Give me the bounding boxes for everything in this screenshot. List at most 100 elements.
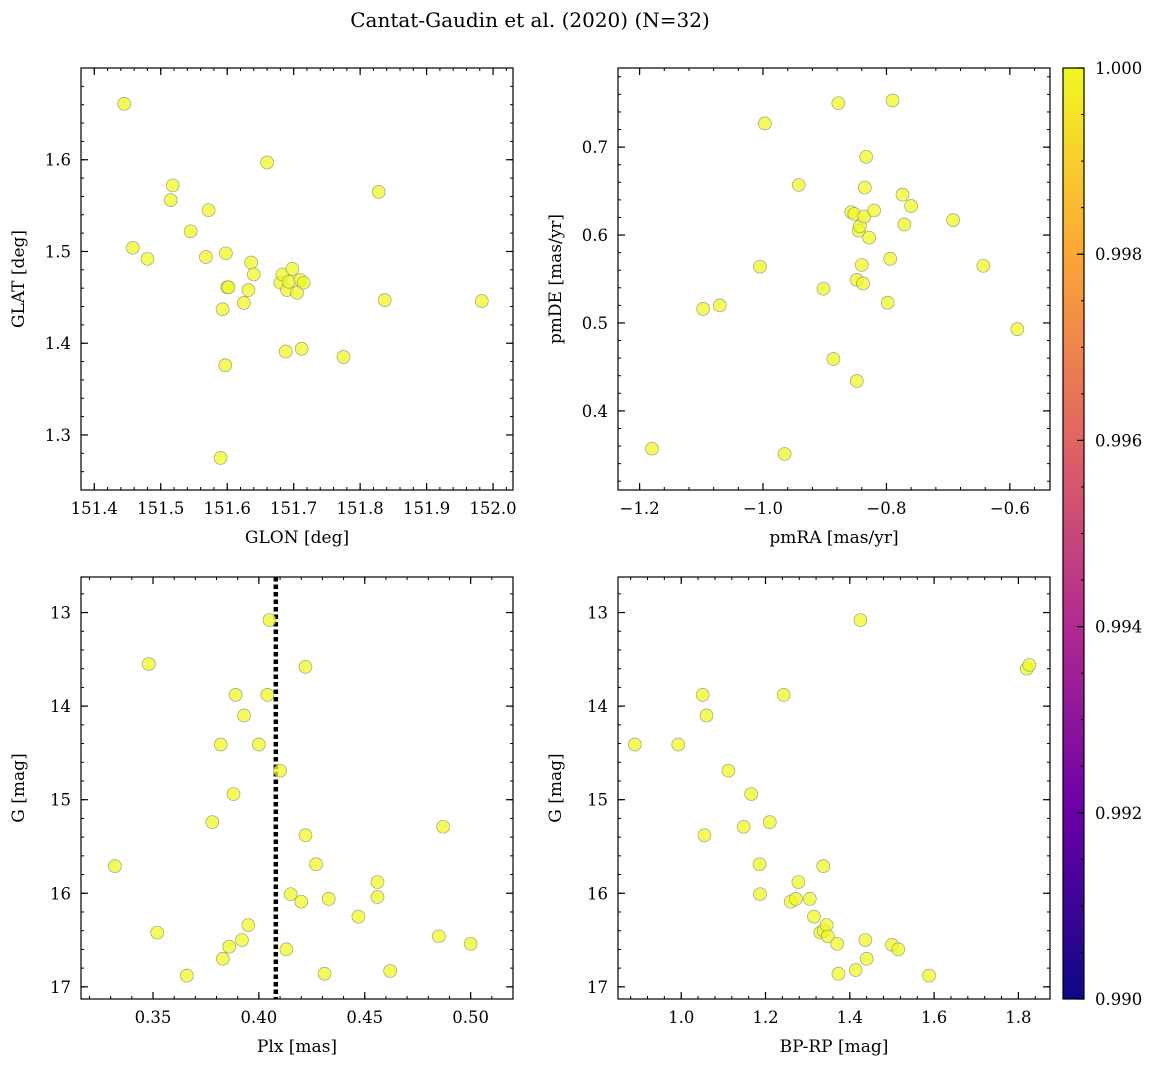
y-tick-label: 13 [50,604,71,623]
scatter-point [830,936,845,951]
axes-frame [80,576,514,1000]
scatter-point [278,344,293,359]
scatter-point [463,936,478,951]
x-tick-label: 1.4 [837,1008,863,1027]
scatter-point [180,968,194,983]
y-tick-label: 16 [50,884,71,903]
scatter-point [260,155,274,170]
scatter-point [117,96,132,111]
x-tick-label: 1.2 [752,1008,778,1027]
scatter-point [777,447,792,461]
scatter-point [791,178,806,192]
scatter-point [436,819,450,834]
scatter-point [1010,322,1025,336]
scatter-point [296,275,311,290]
scatter-point [241,283,256,297]
scatter-point [377,293,392,307]
scatter-point [246,267,261,282]
y-tick-label: 0.4 [582,402,608,421]
colorbar-tick-label: 0.990 [1095,990,1142,1009]
scatter-point [976,258,991,273]
scatter-point [867,203,881,218]
scatter-point [213,737,228,752]
scatter-point [273,763,287,778]
scatter-point [697,828,712,843]
y-tick-label: 14 [50,697,71,716]
scatter-point [628,737,642,752]
scatter-point [244,255,258,270]
x-tick-label: 1.6 [921,1008,947,1027]
scatter-point [885,93,900,108]
scatter-point [140,251,155,266]
x-axis-label: pmRA [mas/yr] [769,528,898,548]
figure-title: Cantat-Gaudin et al. (2020) (N=32) [350,8,710,32]
scatter-point [199,250,213,264]
scatter-point [432,929,446,944]
scatter-point [201,203,216,218]
y-tick-label: 0.6 [582,226,608,245]
scatter-point [282,274,296,289]
scatter-point [791,875,806,889]
scatter-point [371,184,386,199]
y-tick-label: 16 [587,884,608,903]
y-tick-label: 1.4 [45,334,71,353]
x-axis-label: BP-RP [mag] [780,1037,889,1057]
scatter-point [753,887,767,902]
y-tick-label: 17 [587,978,608,997]
scatter-point [298,828,313,843]
colorbar-tick-label: 0.994 [1095,618,1142,637]
colorbar-tick-label: 0.996 [1095,431,1142,450]
x-axis-label: GLON [deg] [245,528,349,548]
scatter-point [216,951,230,966]
scatter-point [699,708,714,723]
scatter-point [721,763,736,778]
scatter-point [474,294,489,308]
scatter-point [262,613,277,627]
scatter-point [758,116,772,131]
scatter-point [228,688,243,702]
scatter-point [895,187,910,202]
scatter-point [904,199,918,213]
x-tick-label: 151.7 [270,499,317,518]
scatter-point [789,892,803,906]
scatter-point [671,737,686,752]
x-tick-label: −0.8 [866,499,906,518]
scatter-point [241,918,256,932]
scatter-point [880,295,895,310]
scatter-point [183,224,198,239]
axes-frame [617,576,1051,1000]
scatter-point [321,892,336,906]
colorbar-bar [1062,67,1085,1000]
scatter-point [883,251,898,266]
axes-frame [80,67,514,491]
scatter-point [221,280,236,295]
scatter-point [753,259,767,274]
scatter-point [226,787,241,801]
scatter-point [816,859,831,873]
scatter-point [222,939,237,954]
y-tick-label: 1.6 [45,151,71,170]
scatter-point [712,298,727,313]
scatter-point [744,787,759,801]
scatter-point [237,708,251,723]
scatter-point [1022,658,1037,672]
y-tick-label: 1.5 [45,242,71,261]
y-tick-label: 0.7 [582,138,608,157]
colorbar: 0.990 0.992 0.994 0.996 0.998 1.000 [1062,59,1142,1009]
scatter-point [752,857,767,872]
scatter-point [853,613,868,627]
scatter-point [645,441,659,456]
y-axis-label: G [mag] [9,753,29,822]
scatter-point [695,688,710,702]
scatter-point [922,968,936,983]
scatter-point [283,887,298,902]
x-tick-label: −1.0 [743,499,783,518]
panel-bprp-g: 1.0 1.2 1.4 1.6 1.8 13 14 15 16 17 BP-RP [mag] G [m… [546,576,1051,1057]
scatter-point [858,180,872,195]
scatter-point [279,942,294,957]
x-tick-label: 0.40 [241,1008,278,1027]
scatter-point [165,178,180,193]
scatter-point [163,193,178,207]
x-tick-label: 151.8 [337,499,384,518]
scatter-point [897,217,912,232]
